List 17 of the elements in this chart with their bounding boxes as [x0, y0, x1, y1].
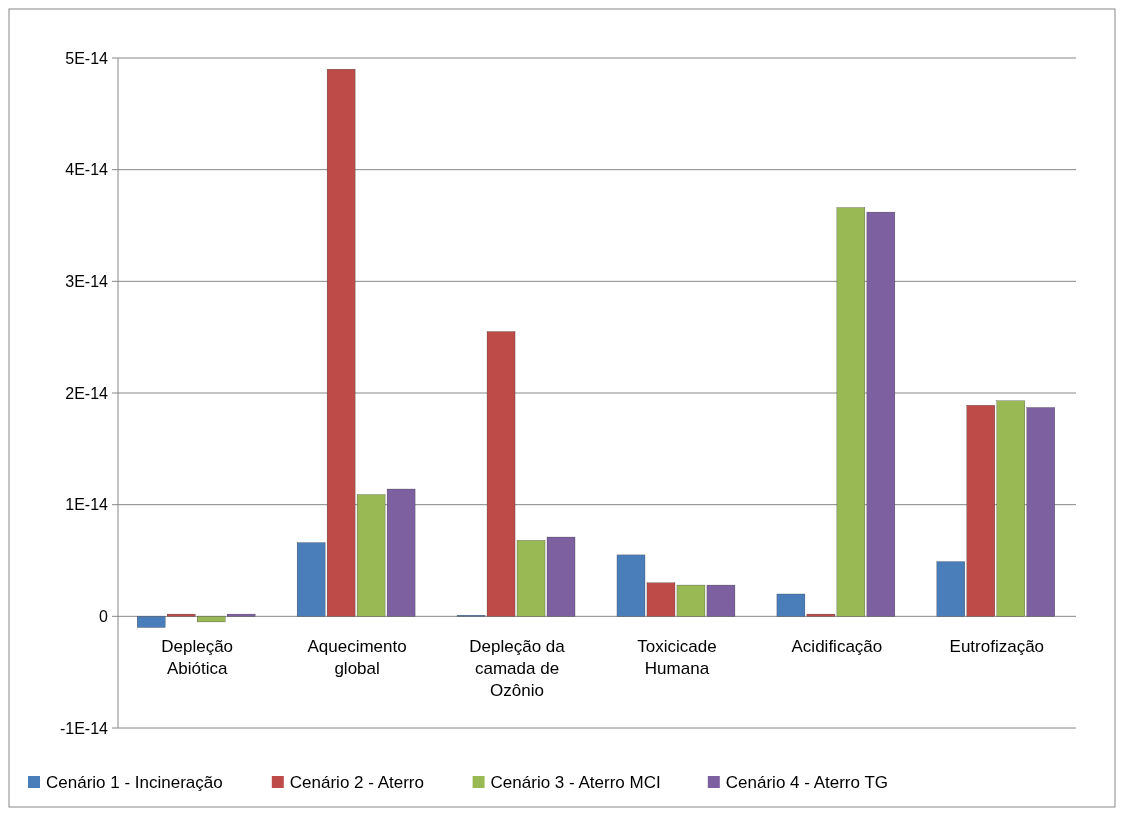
y-tick-label: 0 [99, 607, 109, 625]
x-tick-label: Toxicicade Humana [637, 637, 717, 679]
x-tick-label: Depleção Abiótica [161, 637, 234, 679]
x-tick-label: Eutrofização [949, 637, 1045, 657]
legend-label: Cenário 3 - Aterro MCI [490, 772, 661, 792]
x-tick-label: Acidificação [791, 637, 883, 657]
y-tick-label: 5E-14 [65, 49, 109, 67]
legend-label: Cenário 4 - Aterro TG [725, 772, 888, 792]
y-tick-label: 4E-14 [65, 161, 109, 179]
y-tick-label: 3E-14 [65, 272, 109, 290]
x-tick-label: Depleção da camada de Ozônio [469, 637, 566, 701]
y-tick-label: 1E-14 [65, 496, 109, 514]
legend-label: Cenário 1 - Incineração [46, 772, 223, 792]
y-tick-label: -1E-14 [59, 719, 109, 737]
x-tick-label: Aquecimento global [307, 637, 407, 679]
legend-label: Cenário 2 - Aterro [289, 772, 424, 792]
y-tick-label: 2E-14 [65, 384, 109, 402]
